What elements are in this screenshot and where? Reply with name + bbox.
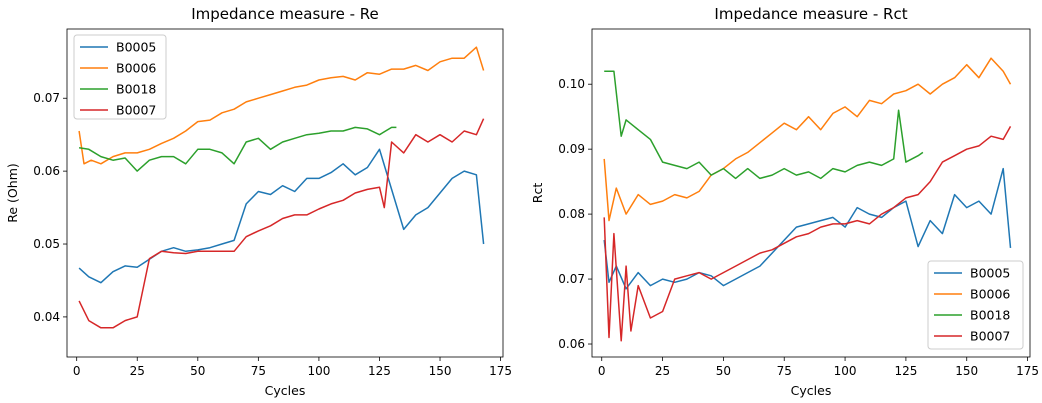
x-tick-label: 175	[489, 364, 512, 378]
y-tick-label: 0.05	[33, 237, 60, 251]
legend-label-b0007: B0007	[970, 329, 1010, 344]
x-tick-label: 75	[777, 364, 792, 378]
x-tick-label: 25	[655, 364, 670, 378]
x-tick-label: 50	[716, 364, 731, 378]
y-tick-label: 0.07	[558, 272, 585, 286]
x-tick-label: 0	[598, 364, 606, 378]
x-tick-label: 75	[251, 364, 266, 378]
y-tick-label: 0.10	[558, 77, 585, 91]
series-line-b0007	[603, 126, 1012, 342]
x-tick-label: 0	[73, 364, 81, 378]
x-tick-label: 150	[429, 364, 452, 378]
series-line-b0018	[604, 70, 924, 180]
x-tick-label: 50	[190, 364, 205, 378]
chart-title: Impedance measure - Re	[191, 5, 379, 23]
panel-rct: 0 25 50 75 100 125 150 175 0.06 0.07 0.08 0.09 0.10 I…	[530, 5, 1039, 398]
y-tick-label: 0.07	[33, 91, 60, 105]
series-line-b0005	[78, 148, 485, 284]
legend-label-b0006: B0006	[970, 287, 1010, 302]
legend-box	[73, 34, 167, 120]
series-line-b0018	[78, 126, 397, 172]
legend-label-b0018: B0018	[116, 82, 156, 97]
legend-label-b0005: B0005	[970, 266, 1010, 281]
x-tick-label: 25	[130, 364, 145, 378]
y-tick-label: 0.09	[558, 142, 585, 156]
plot-frame	[66, 28, 504, 358]
series-line-b0007	[78, 118, 485, 329]
legend: B0005 B0006 B0018 B0007	[73, 34, 167, 120]
panel-re: 0 25 50 75 100 125 150 175 0.04 0.05 0.06 0.07 Imped…	[5, 5, 512, 398]
y-tick-label: 0.06	[558, 337, 585, 351]
x-axis-title: Cycles	[791, 383, 832, 398]
y-tick-label: 0.08	[558, 207, 585, 221]
y-axis-title: Rct	[530, 183, 545, 204]
legend-label-b0005: B0005	[116, 40, 156, 55]
x-tick-label: 150	[955, 364, 978, 378]
x-tick-label: 125	[368, 364, 391, 378]
y-axis-title: Re (Ohm)	[5, 163, 20, 222]
series-line-b0006	[78, 46, 485, 165]
x-tick-label: 175	[1016, 364, 1039, 378]
series-line-b0006	[603, 57, 1012, 222]
chart-title: Impedance measure - Rct	[714, 5, 907, 23]
series-line-b0005	[603, 167, 1012, 290]
legend-label-b0006: B0006	[116, 61, 156, 76]
legend: B0005 B0006 B0018 B0007	[927, 260, 1024, 350]
x-tick-label: 125	[894, 364, 917, 378]
x-tick-label: 100	[834, 364, 857, 378]
plot-frame	[591, 28, 1031, 358]
x-tick-label: 100	[307, 364, 330, 378]
legend-label-b0018: B0018	[970, 308, 1010, 323]
legend-box	[927, 260, 1024, 350]
y-tick-label: 0.04	[33, 310, 60, 324]
legend-label-b0007: B0007	[116, 103, 156, 118]
x-axis-title: Cycles	[265, 383, 306, 398]
y-tick-label: 0.06	[33, 164, 60, 178]
